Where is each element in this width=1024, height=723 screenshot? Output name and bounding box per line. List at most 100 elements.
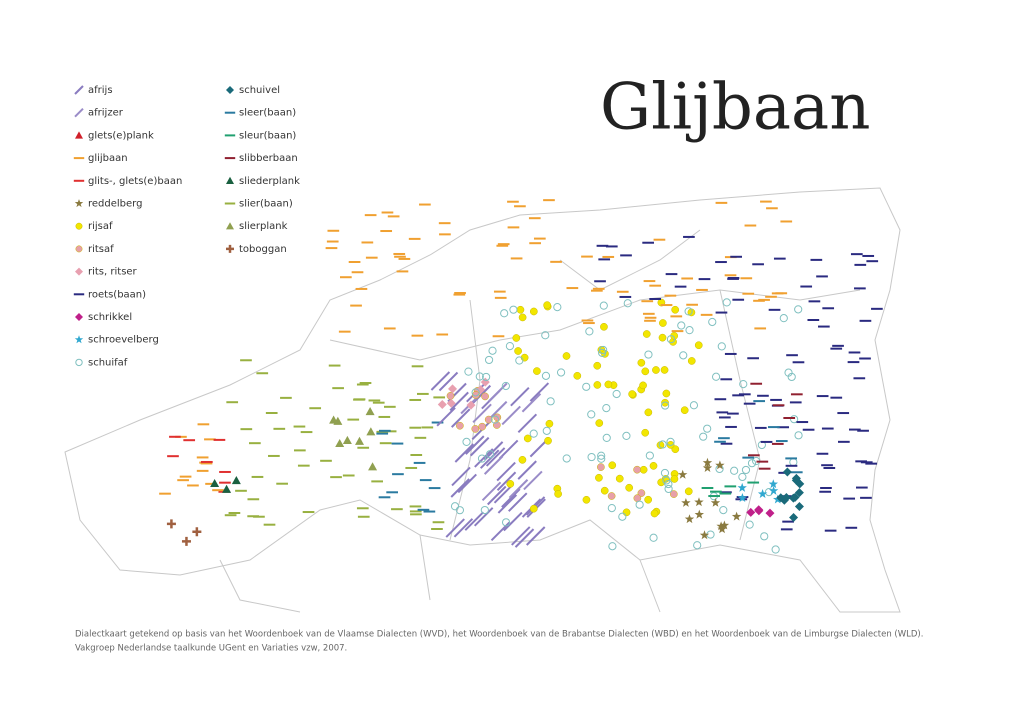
slash-marker: [517, 460, 537, 480]
ring-marker: [490, 415, 500, 424]
slash-marker: [474, 448, 494, 468]
ring-marker: [789, 458, 798, 467]
ring-marker: [790, 415, 799, 424]
star-marker: [757, 489, 768, 498]
map-markers: [159, 199, 883, 554]
triangle-marker: [366, 427, 376, 436]
circle-marker: [680, 406, 689, 415]
circle-marker: [607, 492, 616, 500]
ring-marker: [556, 368, 566, 377]
slash-marker: [481, 481, 502, 502]
slash-marker: [488, 382, 508, 403]
star-marker: [694, 509, 704, 519]
ring-marker: [553, 302, 562, 312]
ring-marker: [771, 545, 780, 554]
slash-marker: [521, 393, 542, 413]
slash-marker: [503, 511, 523, 532]
ring-marker: [623, 299, 632, 308]
circle-marker: [639, 465, 648, 474]
cross-marker: [181, 536, 191, 546]
legend-label: rits, ritser: [88, 267, 138, 278]
circle-marker: [659, 319, 667, 327]
circle-marker: [671, 305, 680, 314]
slash-marker: [498, 439, 519, 460]
star-marker: [715, 460, 725, 470]
legend-label: schuifaf: [88, 357, 128, 368]
star-marker: [737, 493, 748, 502]
legend-label: roets(baan): [88, 289, 146, 300]
diamond-marker: [791, 473, 801, 483]
circle-marker: [666, 441, 675, 449]
legend-label: schrikkel: [88, 312, 132, 323]
ring-marker: [612, 389, 621, 399]
ring-marker: [475, 372, 484, 381]
diamond-marker: [781, 492, 791, 502]
ring-marker: [717, 342, 726, 351]
slash-marker: [493, 484, 514, 504]
diamond-marker: [226, 86, 234, 94]
ring-marker: [541, 371, 551, 380]
ring-marker: [779, 314, 788, 323]
circle-marker: [595, 473, 603, 482]
slash-marker: [508, 479, 529, 499]
diamond-marker: [746, 507, 756, 517]
slash-marker: [517, 413, 538, 434]
star-marker: [737, 482, 747, 492]
circle-marker: [593, 361, 602, 370]
circle-marker: [484, 415, 493, 424]
slash-marker: [453, 518, 474, 538]
circle-marker: [478, 422, 486, 431]
circle-marker: [669, 490, 678, 498]
ring-marker: [485, 450, 495, 459]
circle-marker: [543, 301, 551, 309]
legend-label: schuivel: [239, 85, 280, 96]
circle-marker: [625, 483, 634, 492]
ring-marker: [649, 533, 658, 542]
slash-marker: [74, 107, 84, 118]
circle-marker: [506, 480, 515, 488]
ring-marker: [582, 382, 591, 391]
circle-marker: [694, 341, 703, 350]
ring-marker: [760, 532, 769, 541]
star-marker: [681, 498, 691, 507]
circle-marker: [75, 245, 83, 253]
star-marker: [768, 485, 779, 495]
circle-marker: [650, 509, 659, 518]
circle-marker: [641, 428, 650, 437]
star-marker: [710, 497, 721, 507]
ring-marker: [662, 476, 671, 485]
legend-label: afrijs: [88, 85, 113, 96]
slash-marker: [436, 407, 456, 427]
triangle-marker: [210, 478, 220, 488]
slash-marker: [526, 526, 546, 546]
circle-marker: [582, 495, 591, 504]
circle-marker: [593, 381, 602, 389]
circle-marker: [456, 421, 464, 430]
ring-marker: [587, 452, 596, 462]
star-marker: [719, 520, 730, 530]
ring-marker: [462, 437, 471, 447]
diamond-marker: [437, 400, 447, 410]
ring-marker: [500, 309, 509, 318]
slash-marker: [74, 85, 84, 95]
ring-marker: [484, 355, 494, 365]
star-marker: [678, 469, 688, 479]
ring-marker: [515, 356, 524, 365]
circle-marker: [658, 333, 667, 342]
star-marker: [702, 463, 713, 472]
caption-line: Dialectkaart getekend op basis van het W…: [75, 630, 923, 640]
circle-marker: [608, 461, 617, 470]
slash-marker: [523, 470, 543, 491]
slash-marker: [450, 478, 470, 498]
slash-marker: [487, 400, 508, 421]
circle-marker: [639, 381, 647, 390]
slash-marker: [510, 386, 530, 407]
circle-marker: [662, 389, 671, 398]
triangle-marker: [222, 484, 232, 493]
ring-marker: [488, 346, 497, 355]
diamond-marker: [790, 492, 800, 502]
slash-marker: [496, 471, 517, 491]
slash-marker: [529, 382, 550, 402]
ring-marker: [529, 429, 538, 438]
circle-marker: [622, 508, 631, 517]
